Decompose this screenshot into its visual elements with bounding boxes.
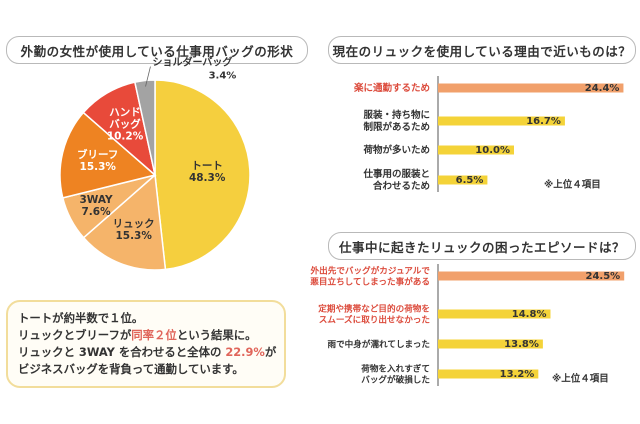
bar (438, 369, 539, 379)
pie-slice-label: ショルダーバッグ (152, 56, 232, 69)
summary-line-2-pre: リュックとブリーフが (18, 328, 132, 342)
bar-value-label: 10.0% (475, 145, 510, 156)
bar (438, 271, 625, 281)
reason-bar-chart: 24.4% 楽に通勤するため 16.7% 服装・持ち物に制限があるため 10.0% 荷物が… (353, 76, 624, 192)
bar-value-label: 13.2% (500, 369, 535, 380)
chart-note: ※上位４項目 (544, 179, 601, 191)
pie-slice-value: 3.4% (209, 71, 237, 82)
summary-line-3-pre: リュックと 3WAY を合わせると全体の (18, 345, 226, 359)
bar-category-label: 外出先でバッグがカジュアルで悪目立ちしてしまった事がある (310, 264, 431, 287)
episode-bar-chart: 24.5% 外出先でバッグがカジュアルで悪目立ちしてしまった事がある 14.8% 定期… (310, 264, 625, 386)
pie-slice (82, 173, 167, 271)
summary-highlight-percent: 22.9% (225, 345, 265, 359)
pie-slice (154, 79, 251, 271)
episode-chart-title: 仕事中に起きたリュックの困ったエピソードは？ (328, 232, 636, 260)
bar-value-label: 24.4% (585, 83, 620, 94)
pie-chart-title: 外勤の女性が使用している仕事用バッグの形状 (6, 36, 308, 64)
summary-line-4: ビジネスバッグを背負って通勤しています。 (18, 362, 244, 376)
summary-line-2-post: という結果に。 (176, 328, 257, 342)
summary-line-2: リュックとブリーフが同率２位という結果に。 (18, 327, 274, 344)
summary-line-3-post: が (264, 345, 277, 359)
pie-slice-label: ブリーフ 15.3% (77, 148, 118, 173)
summary-highlight-rank: 同率２位 (131, 328, 177, 342)
bar-category-label: 荷物を入れすぎてバッグが破損した (360, 362, 430, 385)
bar-value-label: 6.5% (456, 175, 484, 186)
summary-line-1: トートが約半数で１位。 (18, 311, 144, 325)
bar-category-label: 雨で中身が濡れてしまった (327, 338, 430, 350)
bar-category-label: 楽に通勤するため (353, 82, 430, 94)
pie-slice (59, 111, 157, 199)
bar-category-label: 荷物が多いため (362, 144, 430, 156)
pie-slice-label: ハンドバッグ 10.2% (107, 106, 144, 142)
bar-value-label: 13.8% (504, 339, 539, 350)
bar (438, 116, 565, 126)
pie-leader-line (145, 66, 151, 87)
reason-chart-title: 現在のリュックを使用している理由で近いものは？ (328, 36, 636, 64)
pie-slice-label: 3WAY 7.6% (79, 194, 113, 218)
chart-note: ※上位４項目 (552, 373, 609, 385)
pie-slice-label: トート 48.3% (189, 160, 226, 184)
bar-value-label: 24.5% (585, 271, 620, 282)
summary-line-3: リュックと 3WAY を合わせると全体の 22.9%が (18, 344, 277, 361)
bar-category-label: 仕事用の服装と合わせるため (362, 168, 430, 192)
bar (438, 339, 543, 349)
bar (438, 83, 624, 93)
bar-category-label: 定期や携帯など目的の荷物をスムーズに取り出せなかった (318, 302, 430, 325)
bar (438, 145, 514, 155)
summary-box: トートが約半数で１位。 リュックとブリーフが同率２位という結果に。 リュックと … (6, 300, 286, 388)
bar-value-label: 16.7% (526, 116, 561, 127)
bar (438, 309, 551, 319)
bar (438, 175, 488, 185)
pie-slice-label: リュック 15.3% (113, 218, 155, 242)
bar-value-label: 14.8% (512, 309, 547, 320)
bag-shape-pie-chart: トート 48.3% リュック 15.3%3WAY 7.6% ブリーフ 15.3% ハンドバッグ… (59, 56, 251, 271)
bar-category-label: 服装・持ち物に制限があるため (363, 109, 430, 133)
pie-slice (133, 79, 156, 176)
